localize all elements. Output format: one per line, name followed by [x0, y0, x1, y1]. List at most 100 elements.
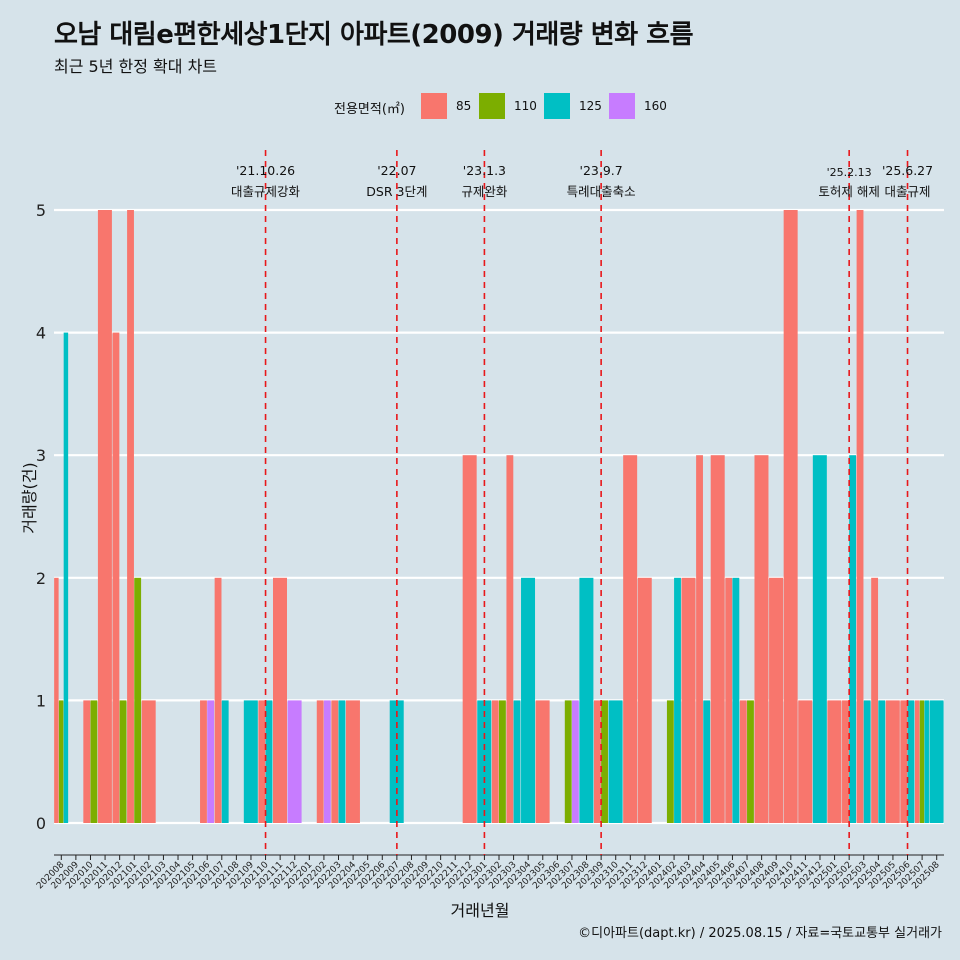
bar-85-202309: [593, 700, 601, 823]
y-tick-label: 2: [36, 569, 46, 588]
bar-160-202112: [287, 700, 302, 823]
event-date-label: '25.6.27: [882, 163, 933, 178]
y-tick-label: 1: [36, 691, 46, 710]
y-tick-label: 3: [36, 446, 46, 465]
bar-110-202407: [747, 700, 754, 823]
bar-125-202301: [477, 700, 492, 823]
bar-125-202412: [812, 455, 827, 823]
bar-125-202008: [63, 332, 69, 823]
bar-125-202504: [878, 700, 886, 823]
bar-85-202111: [272, 577, 287, 823]
event-desc-label: 규제완화: [461, 184, 508, 199]
y-tick-label: 5: [36, 201, 46, 220]
event-desc-label: 토허제 해제: [818, 184, 879, 199]
bar-125-202502: [849, 455, 857, 823]
bar-85-202312: [637, 577, 652, 823]
event-date-label: '23.9.7: [580, 163, 623, 178]
legend-swatch-160: [609, 93, 635, 119]
bar-85-202102: [141, 700, 156, 823]
bar-125-202310: [608, 700, 623, 823]
legend: 전용면적(㎡) 85 110 125 160: [0, 92, 960, 122]
source-caption: ©디아파트(dapt.kr) / 2025.08.15 / 자료=국토교통부 실…: [578, 926, 942, 941]
bar-85-202405: [710, 455, 725, 823]
bar-85-202408: [754, 455, 769, 823]
bar-85-202506: [900, 700, 908, 823]
bar-125-202506: [907, 700, 915, 823]
bar-125-202503: [863, 700, 871, 823]
event-date-label: '23.1.3: [463, 163, 506, 178]
bar-85-202503: [856, 210, 864, 823]
bar-85-202008: [54, 577, 59, 823]
legend-swatch-110: [479, 93, 505, 119]
event-markers: '21.10.26 대출규제강화 '22.07 DSR 3단계 '23.1.3 규제완화 '…: [231, 150, 933, 855]
chart-title: 오남 대림e편한세상1단지 아파트(2009) 거래량 변화 흐름: [54, 20, 694, 50]
bar-110-202402: [666, 700, 674, 823]
bar-125-202402: [674, 577, 681, 823]
bar-85-202305: [535, 700, 550, 823]
bar-85-202303: [506, 455, 514, 823]
bar-110-202012: [119, 700, 127, 823]
event-date-label: '25.2.13: [827, 166, 872, 179]
bar-125-202107: [221, 700, 229, 823]
chart-subtitle: 최근 5년 한정 확대 차트: [54, 57, 218, 76]
bar-110-202010: [90, 700, 98, 823]
bar-110-202101: [134, 577, 142, 823]
bar-85-202106: [200, 700, 207, 823]
bar-85-202504: [871, 577, 879, 823]
bar-125-202507: [924, 700, 929, 823]
event-desc-label: 대출규제: [885, 184, 931, 199]
bar-85-202202: [316, 700, 324, 823]
bar-85-202107: [214, 577, 222, 823]
event-desc-label: 대출규제강화: [231, 184, 301, 199]
bar-125-202109: [243, 700, 258, 823]
bar-125-202304: [521, 577, 536, 823]
bar-125-202303: [513, 700, 521, 823]
y-axis-label: 거래량(건): [20, 462, 39, 534]
bar-85-202505: [885, 700, 900, 823]
y-tick-label: 0: [36, 814, 46, 833]
bar-85-202407: [739, 700, 747, 823]
bar-125-202404: [703, 700, 711, 823]
legend-swatch-85: [421, 93, 447, 119]
bar-110-202302: [499, 700, 506, 823]
bars-group: [54, 210, 944, 823]
bar-85-202502: [842, 700, 849, 823]
bar-125-202207: [389, 700, 404, 823]
bar-85-202012: [112, 332, 120, 823]
bar-110-202008: [58, 700, 64, 823]
bar-85-202406: [725, 577, 733, 823]
bar-85-202410: [783, 210, 798, 823]
bar-85-202501: [827, 700, 842, 823]
bar-125-202203: [338, 700, 346, 823]
event-date-label: '21.10.26: [236, 163, 295, 178]
bar-85-202403: [681, 577, 696, 823]
y-tick-label: 4: [36, 324, 46, 343]
bar-160-202202: [323, 700, 331, 823]
bar-160-202106: [207, 700, 215, 823]
legend-label-85: 85: [456, 99, 472, 113]
legend-title: 전용면적(㎡): [334, 102, 405, 117]
bar-85-202110: [258, 700, 266, 823]
bar-125-202508: [929, 700, 944, 823]
bar-110-202309: [601, 700, 608, 823]
bar-85-202010: [83, 700, 91, 823]
bar-125-202308: [579, 577, 594, 823]
bar-85-202212: [462, 455, 477, 823]
event-desc-label: 특례대출축소: [567, 184, 636, 199]
bar-85-202204: [345, 700, 360, 823]
bar-85-202404: [696, 455, 703, 823]
legend-label-110: 110: [514, 99, 537, 113]
bar-85-202507: [914, 700, 920, 823]
bar-110-202307: [564, 700, 572, 823]
bar-125-202110: [265, 700, 273, 823]
bar-85-202409: [769, 577, 784, 823]
bar-110-202507: [919, 700, 925, 823]
bar-160-202307: [571, 700, 579, 823]
legend-label-160: 160: [644, 99, 667, 113]
x-axis-label: 거래년월: [450, 901, 510, 920]
legend-swatch-125: [544, 93, 570, 119]
legend-label-125: 125: [579, 99, 602, 113]
bar-85-202302: [491, 700, 499, 823]
bar-85-202203: [331, 700, 339, 823]
